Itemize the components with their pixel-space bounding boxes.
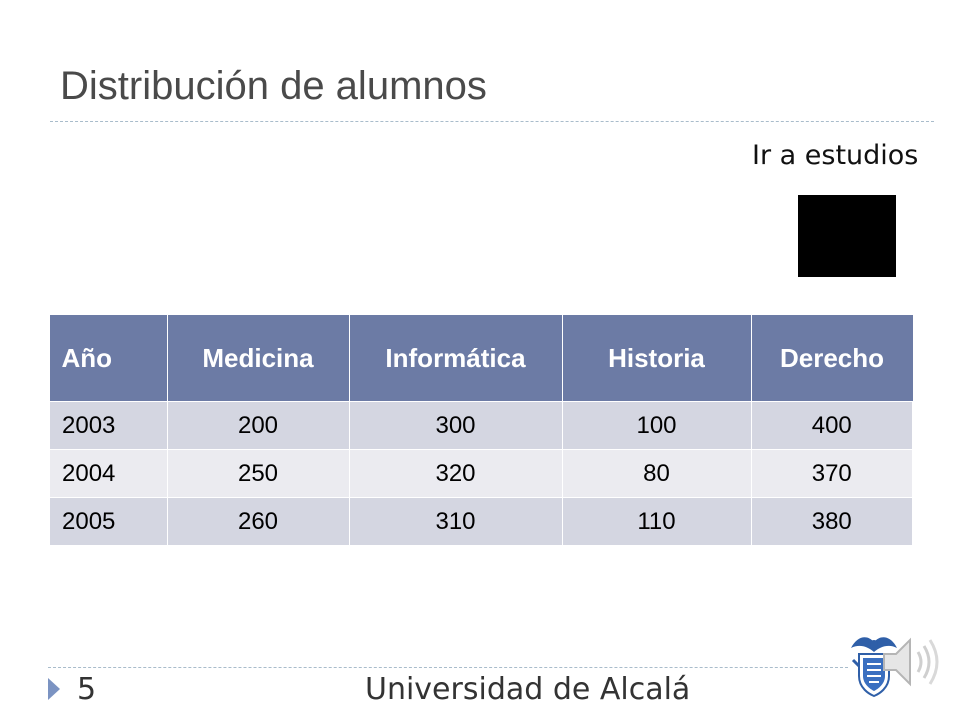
table-cell: 2004: [49, 449, 168, 498]
page-number: 5: [77, 672, 97, 707]
table-cell: 110: [561, 497, 752, 546]
table-header-row: Año Medicina Informática Historia Derech…: [49, 315, 913, 402]
table-cell: 2003: [49, 401, 168, 450]
triangle-bullet-icon: [48, 678, 60, 700]
table-cell: 250: [166, 449, 350, 498]
table-cell: 310: [348, 497, 563, 546]
table-cell: 260: [166, 497, 350, 546]
goto-estudios-link[interactable]: Ir a estudios: [752, 140, 919, 171]
table-cell: 370: [750, 449, 913, 498]
table-cell: 320: [348, 449, 563, 498]
table-cell: 2005: [49, 497, 168, 546]
header-cell: Derecho: [750, 315, 913, 402]
table-cell: 380: [750, 497, 913, 546]
footer-divider: [48, 667, 848, 668]
table-row: 2004 250 320 80 370: [49, 449, 913, 498]
footer-text: Universidad de Alcalá: [365, 672, 691, 707]
table-cell: 300: [348, 401, 563, 450]
table-row: 2003 200 300 100 400: [49, 401, 913, 450]
speaker-icon[interactable]: [878, 628, 942, 696]
header-cell: Medicina: [166, 315, 350, 402]
title-divider: [50, 121, 934, 122]
table-cell: 80: [561, 449, 752, 498]
goto-estudios-button[interactable]: [798, 195, 896, 277]
students-table: Año Medicina Informática Historia Derech…: [49, 315, 913, 546]
table-row: 2005 260 310 110 380: [49, 497, 913, 546]
header-cell: Año: [49, 315, 168, 402]
table-cell: 200: [166, 401, 350, 450]
header-cell: Informática: [348, 315, 563, 402]
table-cell: 100: [561, 401, 752, 450]
slide-title: Distribución de alumnos: [60, 64, 487, 108]
header-cell: Historia: [561, 315, 752, 402]
table-cell: 400: [750, 401, 913, 450]
